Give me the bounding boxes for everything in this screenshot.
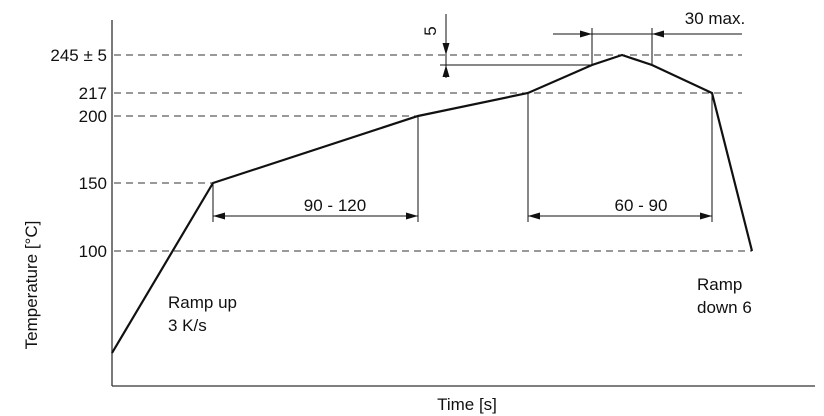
reflow-dimension [528,212,712,220]
tick-label-200: 200 [79,107,107,126]
ramp-up-label-line1: Ramp up [168,293,237,312]
y-axis-label: Temperature [°C] [22,221,41,350]
tick-label-245: 245 ± 5 [50,46,107,65]
tolerance-dimension [440,14,592,78]
reflow-time-label: 60 - 90 [615,196,668,215]
ramp-down-label-line2: down 6 [697,298,752,317]
peak-time-label: 30 max. [685,9,745,28]
preheat-time-label: 90 - 120 [304,196,366,215]
x-axis-label: Time [s] [437,395,497,414]
ramp-up-label-line2: 3 K/s [168,316,207,335]
tick-label-150: 150 [79,174,107,193]
tick-label-217: 217 [79,84,107,103]
peak-time-dimension [553,30,742,38]
preheat-dimension [213,212,418,220]
tick-label-100: 100 [79,242,107,261]
ramp-down-label-line1: Ramp [697,275,742,294]
tolerance-label: 5 [421,26,440,35]
